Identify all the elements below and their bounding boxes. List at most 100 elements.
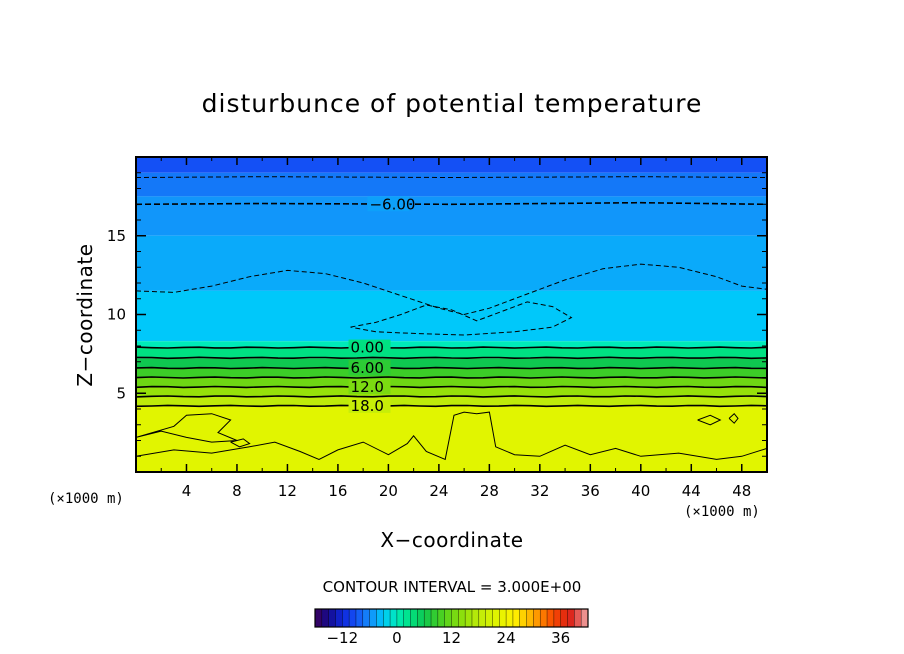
colorbar-cell [567, 609, 575, 627]
surface-contour-0 [136, 411, 767, 461]
colorbar-cell [335, 609, 343, 627]
x-tick-label-10: 44 [682, 482, 701, 500]
colorbar-cell [376, 609, 384, 627]
contour-label-1: 0.00 [351, 339, 384, 357]
field-band-7 [136, 358, 767, 369]
solid-contour-2 [136, 366, 767, 370]
x-tick-label-5: 24 [429, 482, 448, 500]
contour-label-bg-4 [348, 397, 391, 413]
colorbar-cell [431, 609, 439, 627]
colorbar-cell [390, 609, 398, 627]
x-tick-label-1: 8 [232, 482, 242, 500]
colorbar-cell [465, 609, 473, 627]
x-tick-label-11: 48 [732, 482, 751, 500]
colorbar-cell [506, 609, 514, 627]
colorbar-tick-label-4: 36 [551, 629, 570, 647]
colorbar-frame [314, 608, 589, 628]
colorbar-cell [540, 609, 548, 627]
colorbar-cell [451, 609, 459, 627]
surface-contour-4 [230, 438, 251, 448]
field-band-2 [136, 196, 767, 236]
colorbar-cell [349, 609, 357, 627]
field-band-5 [136, 341, 767, 348]
colorbar-cell [519, 609, 527, 627]
contour-label-3: 12.0 [351, 378, 384, 396]
x-axis-ticks: 4 8 12 16 20 24 28 32 36 40 44 48 [160, 157, 751, 500]
contour-label-4: 18.0 [351, 397, 384, 415]
colorbar-tick-label-2: 12 [442, 629, 461, 647]
field-band-6 [136, 347, 767, 359]
solid-contour-1 [136, 356, 767, 360]
surface-contour-1 [136, 413, 238, 443]
z-axis-label: Z−coordinate [73, 243, 97, 386]
contour-label-bg-3 [348, 378, 391, 394]
field-band-3 [136, 235, 767, 291]
x-tick-label-4: 20 [379, 482, 398, 500]
x-tick-label-9: 40 [631, 482, 650, 500]
solid-contour-5 [136, 395, 767, 398]
dashed-contour-2 [136, 263, 767, 316]
z-axis-ticks: 5 10 15 [107, 172, 767, 457]
field-band-8 [136, 368, 767, 378]
colorbar-cell [458, 609, 466, 627]
contour-label-bg-2 [348, 360, 391, 376]
colorbar-cell [369, 609, 377, 627]
colorbar-cell [553, 609, 561, 627]
z-tick-label-1: 10 [107, 306, 126, 324]
field-band-4 [136, 290, 767, 342]
field-band-9 [136, 377, 767, 387]
colorbar: −12 0 12 24 36 [314, 608, 589, 647]
colorbar-cell [471, 609, 480, 627]
field-band-11 [136, 396, 767, 406]
dashed-contour-3 [350, 301, 573, 336]
x-axis-unit-left: (×1000 m) [48, 491, 124, 507]
colorbar-cell [574, 609, 582, 627]
colorbar-cell [362, 609, 370, 627]
colorbar-cell [417, 609, 425, 627]
colorbar-cell [383, 609, 391, 627]
z-tick-label-0: 5 [116, 384, 126, 402]
colorbar-cell [355, 609, 364, 627]
field-band-10 [136, 386, 767, 397]
colorbar-cell [581, 609, 589, 627]
x-tick-label-8: 36 [581, 482, 600, 500]
x-tick-label-0: 4 [182, 482, 192, 500]
solid-contour-3 [136, 376, 767, 379]
dashed-contour-0 [136, 176, 767, 179]
contour-interval-label: CONTOUR INTERVAL = 3.000E+00 [323, 578, 582, 596]
x-axis-label: X−coordinate [380, 528, 523, 552]
surface-contour-3 [728, 412, 739, 424]
x-tick-label-6: 28 [480, 482, 499, 500]
colorbar-cell [410, 609, 418, 627]
colorbar-tick-label-1: 0 [392, 629, 402, 647]
colorbar-cell [492, 609, 500, 627]
colorbar-cell [512, 609, 521, 627]
colorbar-cell [444, 609, 452, 627]
z-tick-label-2: 15 [107, 227, 126, 245]
contour-label-2: 6.00 [351, 359, 384, 377]
colorbar-cell [478, 609, 486, 627]
colorbar-cell [328, 609, 336, 627]
colorbar-cell [315, 609, 323, 627]
field-band-12 [136, 405, 767, 472]
x-axis-unit-right: (×1000 m) [684, 504, 760, 520]
solid-contour-0 [136, 346, 767, 349]
colorbar-cell [533, 609, 541, 627]
colorbar-cell [485, 609, 493, 627]
x-tick-label-3: 16 [328, 482, 347, 500]
colorbar-cell [437, 609, 445, 627]
field-band-0 [136, 157, 767, 173]
colorbar-cell [547, 609, 555, 627]
colorbar-cell [342, 609, 350, 627]
colorbar-cell [424, 609, 432, 627]
colorbar-cell [403, 609, 411, 627]
solid-contour-6 [136, 404, 767, 408]
dashed-contour-1 [136, 201, 767, 206]
contour-lines [136, 176, 767, 461]
contour-label-bg-1 [348, 339, 391, 355]
field-band-1 [136, 172, 767, 197]
colorbar-cell [499, 609, 507, 627]
